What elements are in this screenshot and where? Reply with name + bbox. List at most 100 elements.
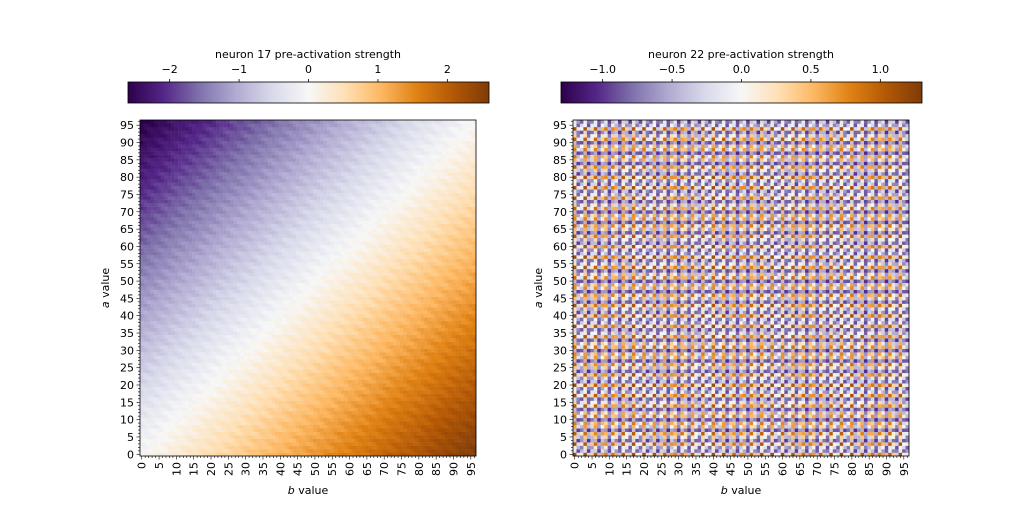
heatmap-cell (233, 449, 238, 453)
heatmap-cell (295, 324, 300, 329)
heatmap-cell (164, 341, 168, 346)
heatmap-cell (191, 320, 196, 325)
heatmap-cell (354, 435, 359, 439)
heatmap-cell (202, 300, 207, 304)
heatmap-cell (441, 289, 446, 294)
heatmap-cell (417, 400, 421, 405)
heatmap-cell (413, 300, 418, 304)
heatmap-cell (278, 338, 283, 342)
heatmap-cell (392, 379, 397, 384)
heatmap-cell (178, 303, 182, 308)
heatmap-cell (146, 286, 151, 290)
heatmap-cell (174, 438, 179, 443)
heatmap-cell (392, 421, 397, 426)
heatmap-cell (167, 313, 172, 318)
heatmap-cell (233, 289, 238, 294)
heatmap-cell (444, 410, 449, 415)
heatmap-cell (230, 386, 234, 391)
heatmap-cell (146, 307, 151, 311)
heatmap-cell (271, 293, 276, 297)
heatmap-cell (261, 365, 265, 370)
heatmap-cell (427, 286, 432, 290)
heatmap-cell (458, 397, 463, 401)
heatmap-cell (153, 445, 158, 450)
heatmap-cell (167, 400, 172, 405)
heatmap-cell (403, 313, 407, 318)
heatmap-cell (209, 404, 213, 408)
heatmap-cell (337, 410, 342, 415)
heatmap-cell (392, 355, 397, 360)
heatmap-cell (448, 365, 452, 370)
heatmap-cell (385, 279, 390, 284)
heatmap-cell (143, 313, 148, 318)
heatmap-cell (240, 383, 245, 387)
heatmap-cell (333, 362, 338, 367)
heatmap-cell (417, 300, 421, 304)
heatmap-cell (379, 303, 383, 308)
heatmap-cell (337, 449, 342, 453)
heatmap-cell (420, 379, 425, 384)
heatmap-cell (472, 320, 477, 325)
heatmap-cell (243, 313, 248, 318)
heatmap-cell (157, 379, 162, 384)
heatmap-cell (430, 428, 435, 432)
heatmap-cell (181, 407, 186, 412)
heatmap-cell (209, 400, 213, 405)
heatmap-cell (379, 417, 383, 422)
heatmap-cell (250, 317, 255, 322)
heatmap-cell (313, 300, 317, 304)
heatmap-cell (278, 359, 283, 363)
heatmap-cell (185, 369, 189, 374)
heatmap-cell (160, 386, 165, 391)
heatmap-cell (216, 452, 220, 457)
heatmap-cell (247, 286, 252, 290)
heatmap-cell (458, 445, 463, 450)
heatmap-cell (181, 327, 186, 332)
heatmap-cell (365, 397, 369, 401)
heatmap-cell (458, 307, 463, 311)
heatmap-cell (382, 417, 387, 422)
heatmap-cell (143, 327, 148, 332)
heatmap-cell (226, 300, 231, 304)
heatmap-cell (191, 293, 196, 297)
heatmap-cell (361, 300, 366, 304)
heatmap-cell (223, 355, 227, 360)
heatmap-cell (309, 324, 314, 329)
heatmap-cell (413, 407, 418, 412)
heatmap-cell (233, 445, 238, 450)
heatmap-cell (167, 307, 172, 311)
heatmap-cell (424, 397, 428, 401)
heatmap-cell (212, 407, 217, 412)
heatmap-cell (153, 320, 158, 325)
heatmap-cell (358, 348, 362, 353)
heatmap-cell (230, 338, 234, 342)
heatmap-cell (424, 449, 428, 453)
heatmap-cell (347, 320, 352, 325)
heatmap-cell (417, 376, 421, 381)
heatmap-cell (212, 275, 217, 280)
heatmap-cell (216, 355, 220, 360)
heatmap-cell (375, 300, 380, 304)
heatmap-cell (455, 452, 459, 457)
heatmap-cell (216, 338, 220, 342)
heatmap-cell (441, 369, 446, 374)
heatmap-cell (240, 279, 245, 284)
heatmap-cell (285, 324, 290, 329)
heatmap-cell (191, 303, 196, 308)
heatmap-cell (327, 300, 331, 304)
heatmap-cell (469, 362, 473, 367)
heatmap-cell (379, 331, 383, 336)
heatmap-cell (243, 320, 248, 325)
heatmap-cell (313, 296, 317, 301)
heatmap-cell (424, 445, 428, 450)
heatmap-cell (181, 348, 186, 353)
heatmap-cell (268, 421, 272, 426)
heatmap-cell (212, 317, 217, 322)
heatmap-cell (164, 293, 168, 297)
heatmap-cell (354, 341, 359, 346)
heatmap-cell (358, 341, 362, 346)
heatmap-cell (351, 317, 356, 322)
heatmap-cell (143, 379, 148, 384)
heatmap-cell (247, 383, 252, 387)
heatmap-cell (143, 320, 148, 325)
